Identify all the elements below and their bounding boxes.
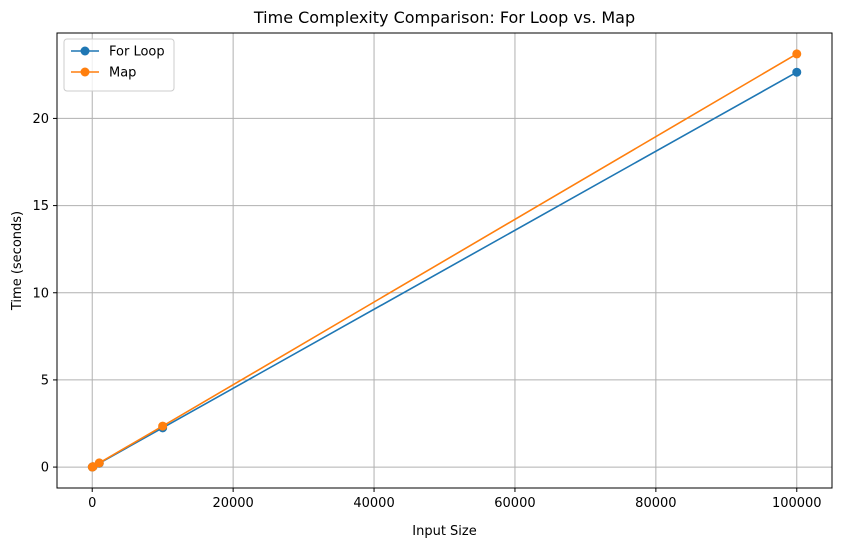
legend-marker: [80, 46, 90, 56]
series-line: [91, 71, 798, 468]
data-point: [94, 458, 104, 468]
x-tick-label: 80000: [635, 496, 676, 511]
grid: [57, 33, 832, 488]
legend-marker: [80, 67, 90, 77]
plot-area-frame: [56, 32, 833, 489]
x-tick-label: 0: [88, 496, 96, 511]
x-tick-label: 20000: [212, 496, 253, 511]
legend: For Loop Map: [63, 38, 175, 92]
y-tick-label: 5: [41, 373, 49, 388]
data-point: [792, 49, 802, 59]
chart-title: Time Complexity Comparison: For Loop vs.…: [253, 8, 635, 27]
y-axis-label: Time (seconds): [10, 211, 25, 311]
legend-label: Map: [109, 66, 136, 81]
x-tick-label: 40000: [353, 496, 394, 511]
y-tick-label: 0: [41, 461, 49, 476]
legend-label: For Loop: [109, 45, 165, 60]
x-tick-label: 60000: [494, 496, 535, 511]
y-tick-label: 20: [32, 112, 49, 127]
legend-box: [63, 38, 175, 92]
x-axis-label: Input Size: [412, 524, 476, 539]
x-tick-label: 100000: [772, 496, 822, 511]
y-tick-label: 10: [32, 286, 49, 301]
axis-ticks: 0 20000 40000 60000 80000 100000 0 5 10 15 20: [32, 112, 821, 511]
series-line: [91, 53, 798, 468]
data-point: [158, 421, 168, 431]
y-tick-label: 15: [32, 199, 49, 214]
series-layer: [87, 49, 802, 472]
data-point: [792, 67, 802, 77]
